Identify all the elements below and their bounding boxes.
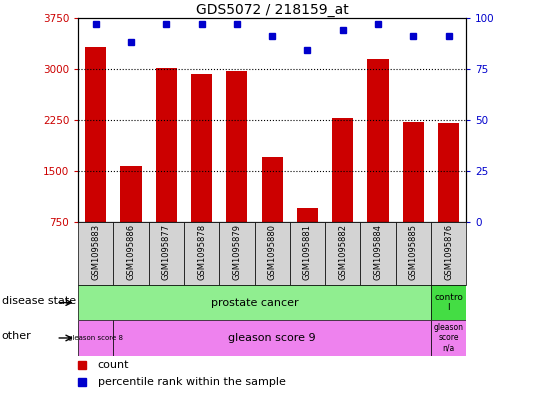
- Bar: [254, 222, 290, 285]
- Bar: [297, 208, 318, 222]
- Text: GSM1095886: GSM1095886: [127, 224, 136, 280]
- Bar: [332, 118, 354, 222]
- Bar: [156, 68, 177, 222]
- Text: disease state: disease state: [2, 296, 75, 306]
- Text: GSM1095882: GSM1095882: [338, 224, 347, 280]
- Text: gleason score 9: gleason score 9: [229, 333, 316, 343]
- Bar: [431, 320, 466, 356]
- Bar: [113, 320, 431, 356]
- Bar: [368, 59, 389, 222]
- Bar: [219, 222, 254, 285]
- Bar: [325, 222, 361, 285]
- Bar: [121, 165, 142, 222]
- Text: count: count: [98, 360, 129, 369]
- Text: contro
l: contro l: [434, 293, 463, 312]
- Bar: [191, 74, 212, 222]
- Text: GSM1095879: GSM1095879: [232, 224, 241, 280]
- Bar: [403, 122, 424, 222]
- Bar: [438, 123, 459, 222]
- Text: GSM1095885: GSM1095885: [409, 224, 418, 280]
- Text: prostate cancer: prostate cancer: [211, 298, 299, 308]
- Bar: [361, 222, 396, 285]
- Bar: [290, 222, 325, 285]
- Bar: [184, 222, 219, 285]
- Text: percentile rank within the sample: percentile rank within the sample: [98, 377, 286, 387]
- Bar: [431, 222, 466, 285]
- Bar: [396, 222, 431, 285]
- Text: gleason score 8: gleason score 8: [68, 335, 123, 341]
- Bar: [261, 157, 283, 222]
- Text: GSM1095881: GSM1095881: [303, 224, 312, 280]
- Text: GSM1095880: GSM1095880: [268, 224, 277, 280]
- Bar: [78, 222, 113, 285]
- Text: GSM1095877: GSM1095877: [162, 224, 171, 280]
- Bar: [226, 72, 247, 222]
- Text: other: other: [2, 331, 31, 341]
- Text: GSM1095884: GSM1095884: [374, 224, 383, 280]
- Bar: [431, 285, 466, 320]
- Text: GSM1095876: GSM1095876: [444, 224, 453, 280]
- Text: gleason
score
n/a: gleason score n/a: [433, 323, 464, 353]
- Bar: [149, 222, 184, 285]
- Title: GDS5072 / 218159_at: GDS5072 / 218159_at: [196, 3, 349, 17]
- Text: GSM1095883: GSM1095883: [91, 224, 100, 280]
- Bar: [78, 320, 113, 356]
- Text: GSM1095878: GSM1095878: [197, 224, 206, 280]
- Bar: [85, 47, 106, 222]
- Bar: [113, 222, 149, 285]
